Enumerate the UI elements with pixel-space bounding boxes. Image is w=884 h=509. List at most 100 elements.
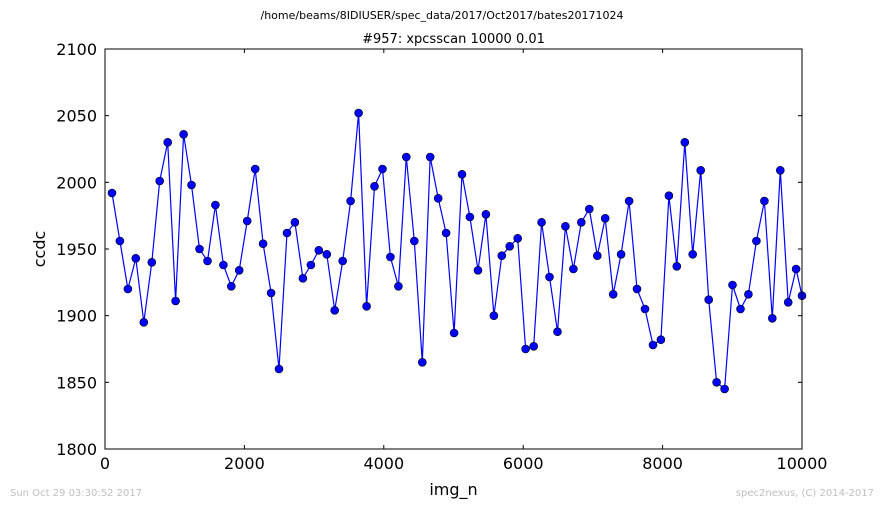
data-point — [783, 297, 793, 307]
data-point — [282, 228, 292, 238]
data-point — [576, 218, 586, 227]
data-point — [354, 108, 363, 118]
data-point — [266, 288, 276, 298]
data-point — [290, 218, 300, 227]
data-point — [362, 301, 371, 311]
x-tick-label: 4000 — [363, 454, 404, 473]
data-point — [720, 384, 729, 394]
data-point — [346, 196, 355, 206]
data-point — [529, 341, 539, 351]
data-point — [497, 251, 507, 260]
x-tick-label: 6000 — [503, 454, 544, 473]
data-point — [449, 328, 459, 338]
data-point — [648, 340, 658, 350]
data-point — [409, 236, 419, 246]
data-point — [656, 335, 666, 345]
data-point — [561, 222, 570, 231]
data-point — [616, 250, 626, 259]
data-point — [537, 218, 546, 227]
data-point — [624, 196, 634, 206]
data-point — [704, 295, 714, 305]
data-point — [457, 170, 467, 179]
footer-timestamp: Sun Oct 29 03:30:52 2017 — [10, 488, 143, 499]
y-tick-label: 1900 — [56, 307, 97, 326]
data-point — [203, 256, 212, 266]
data-point — [640, 304, 650, 314]
data-point — [584, 204, 594, 214]
data-point — [505, 242, 515, 251]
figure-suptitle: /home/beams/8IDIUSER/spec_data/2017/Oct2… — [260, 9, 624, 22]
data-point — [139, 317, 149, 327]
data-point — [314, 246, 324, 255]
data-point — [791, 264, 801, 274]
footer-credit: spec2nexus, (C) 2014-2017 — [735, 488, 874, 499]
data-point — [330, 305, 340, 315]
x-tick-label: 8000 — [642, 454, 683, 473]
data-point — [489, 311, 499, 321]
data-point — [322, 250, 332, 259]
data-point — [211, 200, 220, 210]
data-point — [370, 182, 379, 191]
y-tick-label: 2100 — [56, 40, 97, 59]
data-point — [425, 152, 435, 162]
y-tick-label: 2050 — [56, 107, 97, 126]
data-point — [465, 212, 475, 222]
y-tick-label: 2000 — [56, 173, 97, 192]
data-point — [131, 253, 141, 263]
data-point — [545, 272, 554, 282]
data-point — [386, 252, 395, 262]
data-point — [219, 260, 228, 270]
data-point — [521, 344, 530, 354]
data-point — [553, 327, 562, 337]
y-tick-label: 1800 — [56, 440, 97, 459]
data-point — [712, 377, 721, 387]
data-point — [600, 214, 610, 223]
data-point — [728, 280, 737, 290]
data-point — [306, 260, 316, 270]
data-point — [115, 236, 125, 246]
data-point — [242, 216, 252, 226]
data-point — [147, 257, 157, 267]
data-point — [250, 164, 260, 174]
data-point — [234, 265, 244, 275]
data-point — [163, 138, 172, 147]
data-point — [171, 296, 180, 306]
data-point — [608, 289, 618, 299]
data-point — [632, 284, 642, 294]
data-point — [752, 236, 761, 246]
data-point — [473, 265, 483, 275]
x-tick-label: 2000 — [224, 454, 265, 473]
data-point — [736, 304, 745, 314]
data-point — [688, 250, 698, 259]
data-point — [179, 130, 188, 139]
data-point — [592, 251, 602, 260]
data-point — [441, 228, 451, 238]
data-point — [680, 138, 690, 147]
x-tick-label: 10000 — [777, 454, 828, 473]
y-tick-label: 1850 — [56, 373, 97, 392]
data-point — [664, 191, 674, 200]
data-point — [433, 194, 443, 203]
data-point — [274, 364, 284, 374]
x-axis-label: img_n — [429, 480, 477, 500]
data-point — [258, 239, 268, 248]
y-tick-label: 1950 — [56, 240, 97, 259]
data-point — [767, 313, 777, 323]
data-point — [227, 281, 236, 291]
data-point — [775, 166, 785, 175]
series-line — [111, 112, 803, 391]
data-point — [696, 166, 706, 175]
data-point — [401, 152, 411, 162]
chart-title: #957: xpcsscan 10000 0.01 — [362, 32, 545, 47]
data-point — [187, 180, 196, 190]
data-point — [107, 188, 117, 198]
data-point — [569, 264, 578, 274]
data-point — [195, 244, 204, 254]
data-point — [481, 210, 491, 219]
data-point — [744, 289, 753, 299]
data-point — [298, 273, 308, 283]
y-axis-label: ccdc — [30, 231, 49, 268]
data-point — [394, 281, 403, 291]
